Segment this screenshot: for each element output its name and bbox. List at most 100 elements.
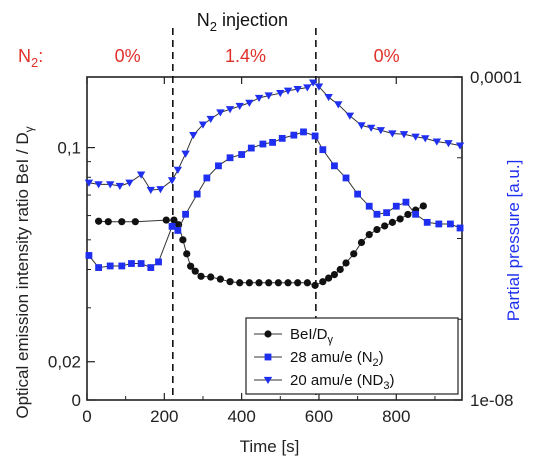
y-left-axis-title: Optical emission intensity ratio BeI / D…	[13, 126, 36, 418]
y-right-axis-title: Partial pressure [a.u.]	[504, 160, 523, 322]
data-point	[264, 92, 273, 100]
injection-title: N2 injection	[197, 10, 288, 34]
data-point	[206, 115, 215, 123]
data-point	[94, 217, 103, 225]
data-point	[331, 162, 338, 170]
data-point	[290, 131, 298, 139]
data-point	[423, 218, 431, 226]
x-tick-label: 800	[382, 407, 410, 426]
data-point	[254, 94, 264, 102]
data-point	[247, 144, 255, 152]
data-point	[226, 154, 234, 162]
data-point	[216, 109, 225, 117]
data-point	[168, 222, 176, 230]
data-point	[373, 225, 381, 234]
legend-box	[245, 317, 459, 395]
data-point	[447, 220, 454, 228]
data-point	[215, 162, 222, 170]
data-point	[314, 83, 324, 91]
data-point	[118, 218, 126, 226]
data-point	[245, 279, 253, 287]
data-point	[125, 179, 134, 187]
data-point	[225, 106, 235, 114]
data-point	[104, 218, 112, 226]
data-point	[342, 259, 350, 267]
data-point	[226, 278, 234, 286]
data-point	[330, 270, 339, 279]
legend-label: 20 amu/e (ND3)	[290, 372, 395, 392]
legend-marker	[264, 353, 272, 361]
data-point	[350, 250, 358, 258]
data-point	[311, 132, 319, 140]
data-point	[303, 279, 311, 287]
series-2	[84, 79, 465, 195]
data-point	[105, 181, 115, 189]
data-point	[334, 101, 343, 109]
data-point	[236, 279, 244, 287]
data-point	[174, 227, 182, 234]
data-point	[435, 220, 443, 228]
data-point	[300, 128, 307, 136]
data-point	[412, 210, 420, 218]
data-point	[245, 99, 254, 107]
data-point	[182, 210, 189, 218]
data-point	[432, 138, 442, 146]
data-point	[197, 272, 205, 280]
data-point	[274, 279, 282, 287]
data-point	[146, 186, 155, 195]
data-point	[238, 151, 246, 158]
data-point	[396, 215, 404, 223]
data-point	[198, 121, 208, 129]
data-point	[388, 218, 397, 226]
data-point	[278, 134, 286, 142]
data-point	[365, 202, 373, 210]
data-point	[444, 140, 453, 148]
series-1	[85, 128, 464, 271]
data-point	[419, 202, 427, 210]
data-point	[162, 216, 170, 224]
x-axis-title: Time [s]	[240, 437, 300, 456]
data-point	[376, 127, 386, 135]
data-point	[85, 252, 93, 259]
data-point	[308, 79, 318, 87]
data-point	[128, 260, 135, 267]
n2-label: N2:	[18, 46, 43, 70]
data-point	[181, 150, 190, 158]
data-point	[411, 133, 420, 141]
data-point	[357, 238, 366, 247]
y-right-tick-label: 0,0001	[470, 68, 522, 87]
legend-label: 28 amu/e (N2)	[290, 349, 384, 369]
data-point	[303, 84, 312, 92]
data-point	[283, 87, 293, 95]
x-tick-label: 0	[82, 407, 91, 426]
y-left-tick-label: 0	[72, 391, 81, 410]
data-point	[284, 279, 292, 287]
y-left-tick-label: 0,02	[48, 353, 81, 372]
data-point	[325, 274, 333, 282]
legend-marker	[263, 376, 273, 384]
data-point	[399, 131, 409, 139]
data-point	[187, 262, 195, 270]
data-point	[319, 278, 327, 286]
data-point	[354, 190, 362, 198]
data-point	[175, 221, 183, 229]
data-point	[183, 250, 191, 258]
data-point	[115, 182, 125, 191]
y-left-tick-label: 0,1	[57, 139, 81, 158]
data-point	[167, 177, 177, 185]
phase-label: 0%	[115, 46, 141, 66]
data-point	[173, 166, 183, 174]
data-point	[136, 171, 146, 179]
data-point	[342, 174, 350, 182]
data-point	[319, 146, 327, 154]
data-point	[373, 210, 381, 218]
data-point	[131, 218, 139, 226]
data-point	[193, 190, 201, 198]
data-point	[118, 262, 126, 270]
data-point	[336, 265, 344, 274]
data-point	[357, 122, 366, 130]
phase-label: 1.4%	[225, 46, 266, 66]
data-point	[276, 90, 285, 98]
data-point	[156, 186, 165, 194]
